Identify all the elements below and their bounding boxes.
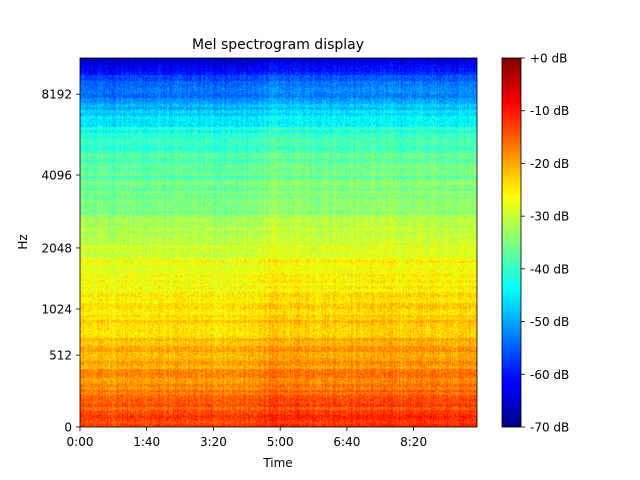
x-axis-label: Time [262,456,292,470]
colorbar: +0 dB -10 dB -20 dB -30 dB -40 dB -50 dB -60 d… [501,52,569,435]
spectrogram-heatmap [80,58,477,427]
y-tick-label: 1024 [41,302,72,316]
y-tick-label: 2048 [41,241,72,255]
colorbar-tick-label: -70 dB [530,421,569,435]
plot-frame [79,57,478,428]
chart-title: Mel spectrogram display [192,37,364,53]
x-tick-label: 3:20 [200,435,227,449]
y-axis-label: Hz [16,234,30,249]
colorbar-tick-label: -20 dB [530,157,569,171]
colorbar-tick-label: -50 dB [530,315,569,329]
colorbar-tick-label: -60 dB [530,368,569,382]
y-axis: 0 512 1024 2048 4096 8192 [41,88,80,435]
colorbar-tick-label: -40 dB [530,262,569,276]
colorbar-ticks: +0 dB -10 dB -20 dB -30 dB -40 dB -50 dB -60 d… [521,52,569,435]
x-tick-label: 0:00 [67,435,94,449]
x-tick-label: 5:00 [267,435,294,449]
colorbar-tick-label: +0 dB [530,52,567,66]
x-axis: 0:00 1:40 3:20 5:00 6:40 8:20 [67,427,427,449]
y-tick-label: 0 [64,421,72,435]
colorbar-gradient [501,57,522,428]
x-tick-label: 8:20 [400,435,427,449]
y-tick-label: 4096 [41,169,72,183]
colorbar-tick-label: -10 dB [530,104,569,118]
colorbar-tick-label: -30 dB [530,210,569,224]
plot-area [79,57,478,428]
y-tick-label: 8192 [41,88,72,102]
x-tick-label: 6:40 [333,435,360,449]
x-tick-label: 1:40 [133,435,160,449]
y-tick-label: 512 [49,349,72,363]
